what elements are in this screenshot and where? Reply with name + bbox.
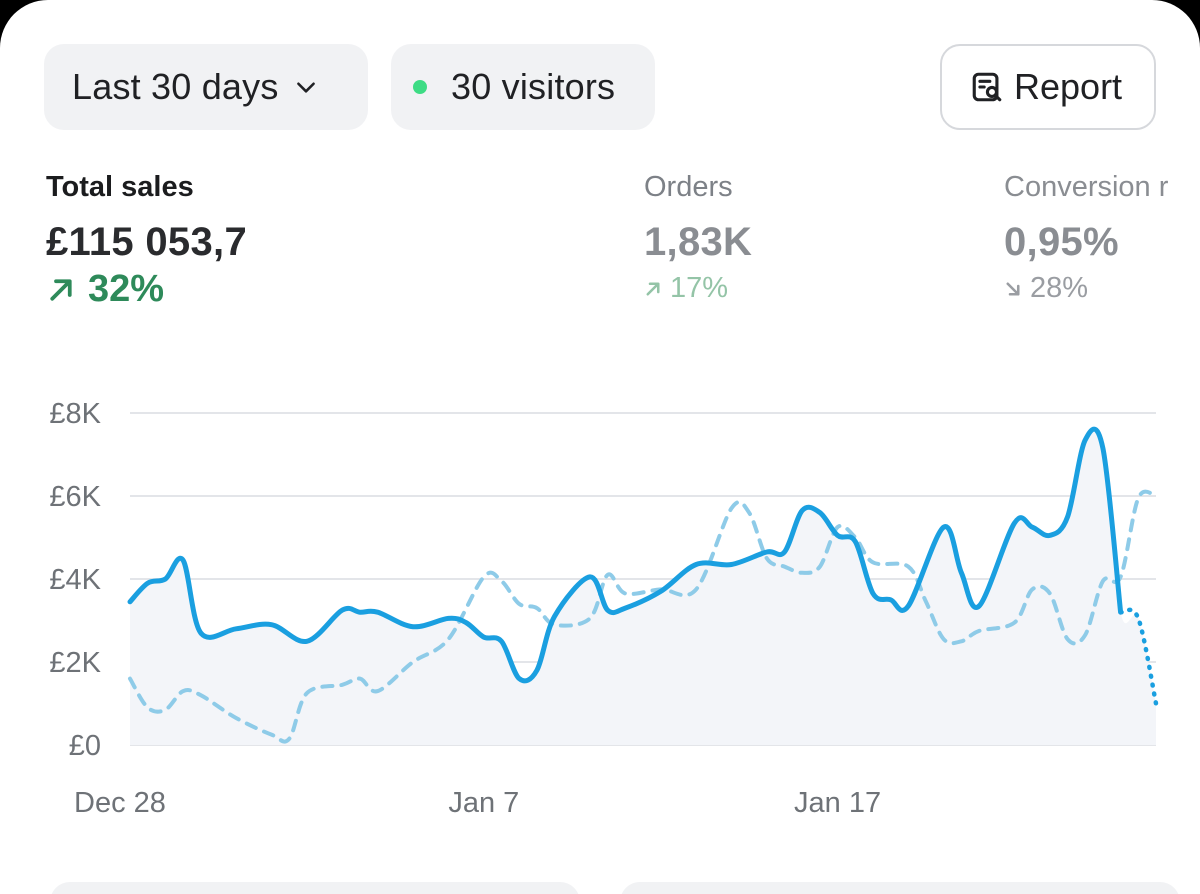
chevron-down-icon: [296, 82, 315, 93]
metric-delta-value: 28%: [1030, 272, 1089, 304]
report-search-icon: [972, 72, 1002, 102]
metric-delta-value: 32%: [88, 268, 165, 310]
visitors-label: 30 visitors: [451, 66, 616, 107]
sales-line-chart[interactable]: £0 £2K £4K £6K £8K Dec 28 Jan 7 Jan 17: [0, 380, 1200, 830]
metric-label: Total sales: [46, 171, 194, 203]
metric-delta: 17%: [644, 272, 752, 305]
arrow-down-right-icon: [1006, 281, 1020, 296]
metric-total-sales[interactable]: Total sales £115 053,7 32%: [46, 170, 247, 311]
previous-period-line: [128, 489, 1158, 744]
metric-delta: 28%: [1004, 272, 1200, 305]
y-tick-label: £4K: [49, 564, 101, 596]
metric-delta: 32%: [46, 268, 247, 311]
metric-orders[interactable]: Orders 1,83K 17%: [644, 170, 752, 305]
metric-conversion[interactable]: Conversion r 0,95% 28%: [1004, 170, 1200, 305]
y-tick-label: £8K: [49, 398, 101, 430]
metric-label: Orders: [644, 171, 733, 203]
metric-label: Conversion r: [1004, 171, 1169, 203]
report-label: Report: [1014, 66, 1123, 107]
y-tick-label: £2K: [49, 647, 101, 679]
x-tick-label: Jan 7: [448, 787, 519, 819]
current-period-line: [127, 426, 1124, 684]
report-button[interactable]: Report: [940, 44, 1156, 130]
metric-value: £115 053,7: [46, 220, 247, 264]
bottom-card-right[interactable]: [620, 882, 1180, 894]
arrow-up-right-icon: [50, 278, 72, 301]
x-tick-label: Dec 28: [74, 787, 166, 819]
bottom-card-left[interactable]: [50, 882, 580, 894]
date-range-selector[interactable]: Last 30 days: [44, 44, 368, 130]
live-status-dot-icon: [413, 80, 427, 94]
metric-value: 0,95%: [1004, 220, 1119, 264]
metric-delta-value: 17%: [670, 272, 729, 304]
sales-area-fill: [130, 429, 1156, 745]
date-range-label: Last 30 days: [72, 66, 279, 107]
projected-line: [1118, 607, 1159, 706]
x-tick-label: Jan 17: [794, 787, 881, 819]
y-tick-label: £0: [69, 730, 101, 762]
y-tick-label: £6K: [49, 481, 101, 513]
live-visitors-badge[interactable]: 30 visitors: [391, 44, 655, 130]
metric-value: 1,83K: [644, 220, 753, 264]
arrow-up-right-icon: [646, 281, 660, 296]
